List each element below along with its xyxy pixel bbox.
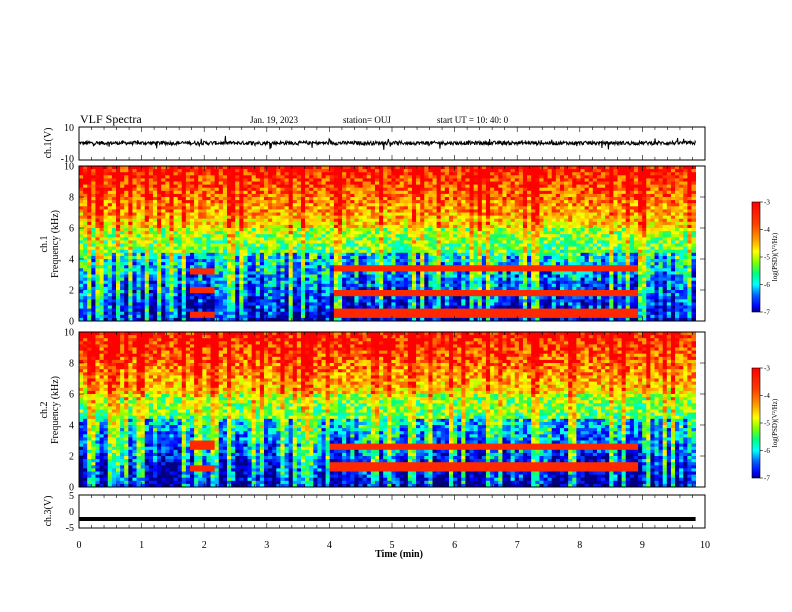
ch2-spec-ylabel-freq: Frequency (kHz) xyxy=(50,376,61,444)
x-tick-label: 5 xyxy=(390,540,395,551)
ch2-spectrogram-image xyxy=(79,332,697,488)
ch1-colorbar-label: log(PSD)(V²/Hz) xyxy=(771,232,779,281)
figure-title: VLF Spectra xyxy=(80,112,142,126)
freq-tick-label: 0 xyxy=(69,483,74,494)
ch1-spectrogram-image xyxy=(79,166,697,322)
freq-tick-label: 6 xyxy=(69,390,74,401)
x-tick-label: 7 xyxy=(515,540,520,551)
ch3-ytick-top: 5 xyxy=(69,491,74,502)
ch1-ytick-bottom: -10 xyxy=(61,154,74,165)
ch1-spec-ylabel-channel: ch.1 xyxy=(39,236,50,253)
freq-tick-label: 4 xyxy=(69,421,74,432)
freq-tick-label: 2 xyxy=(69,286,74,297)
x-tick-label: 0 xyxy=(77,540,82,551)
ch2-colorbar-label: log(PSD)(V²/Hz) xyxy=(771,398,779,447)
ch1-spec-ylabel-freq: Frequency (kHz) xyxy=(50,210,61,278)
freq-tick-label: 0 xyxy=(69,317,74,328)
ch2-spec-ylabel-channel: ch.2 xyxy=(39,402,50,419)
ch1-waveform-panel: 10 -10 ch.1(V) xyxy=(43,123,706,165)
ch3-ytick-bottom: -5 xyxy=(66,523,74,534)
x-tick-label: 1 xyxy=(139,540,144,551)
freq-tick-label: 10 xyxy=(64,328,74,339)
colorbar-tick-label: -4 xyxy=(764,226,770,234)
freq-tick-label: 2 xyxy=(69,452,74,463)
colorbar-tick-label: -3 xyxy=(764,199,770,207)
date-label: Jan. 19, 2023 xyxy=(250,115,298,125)
colorbar-tick-label: -5 xyxy=(764,254,770,262)
station-label: station= OUJ xyxy=(343,115,391,125)
ch2-colorbar: -3 -4 -5 -6 -7 log(PSD)(V²/Hz) xyxy=(751,365,779,483)
freq-tick-label: 6 xyxy=(69,224,74,235)
ch1-trace xyxy=(78,135,697,150)
colorbar-tick-label: -6 xyxy=(764,281,770,289)
ch1-spectrogram-panel: 0 2 4 6 8 10 ch.1 Frequency (kHz) xyxy=(39,162,706,328)
colorbar-tick-label: -7 xyxy=(764,309,770,317)
colorbar-tick-label: -4 xyxy=(764,392,770,400)
x-tick-label: 9 xyxy=(640,540,645,551)
freq-tick-label: 4 xyxy=(69,255,74,266)
colorbar-tick-label: -7 xyxy=(764,475,770,483)
ch1-ytick-top: 10 xyxy=(64,123,74,134)
x-tick-label: 4 xyxy=(327,540,332,551)
ch1-ylabel: ch.1(V) xyxy=(43,128,54,159)
x-tick-label: 2 xyxy=(202,540,207,551)
x-axis-tick-labels: 0 1 2 3 4 5 6 7 8 9 10 xyxy=(77,540,711,551)
colorbar-tick-label: -5 xyxy=(764,420,770,428)
x-tick-label: 6 xyxy=(452,540,457,551)
x-tick-label: 10 xyxy=(700,540,710,551)
x-axis-label: Time (min) xyxy=(375,549,423,560)
x-axis-ticks xyxy=(78,127,706,528)
freq-tick-label: 8 xyxy=(69,359,74,370)
start-time-label: start UT = 10: 40: 0 xyxy=(437,115,509,125)
x-tick-label: 8 xyxy=(577,540,582,551)
colorbar-tick-label: -3 xyxy=(764,365,770,373)
colorbar-tick-label: -6 xyxy=(764,447,770,455)
ch1-colorbar: -3 -4 -5 -6 -7 log(PSD)(V²/Hz) xyxy=(751,199,779,317)
freq-tick-label: 10 xyxy=(64,162,74,173)
ch2-spectrogram-panel: 0 2 4 6 8 10 ch.2 Frequency (kHz) xyxy=(39,328,706,494)
x-tick-label: 3 xyxy=(264,540,269,551)
ch3-ytick-mid: 0 xyxy=(69,507,74,518)
freq-tick-label: 8 xyxy=(69,193,74,204)
ch3-waveform-panel: 5 0 -5 ch.3(V) xyxy=(43,491,706,534)
ch3-ylabel: ch.3(V) xyxy=(43,496,54,527)
